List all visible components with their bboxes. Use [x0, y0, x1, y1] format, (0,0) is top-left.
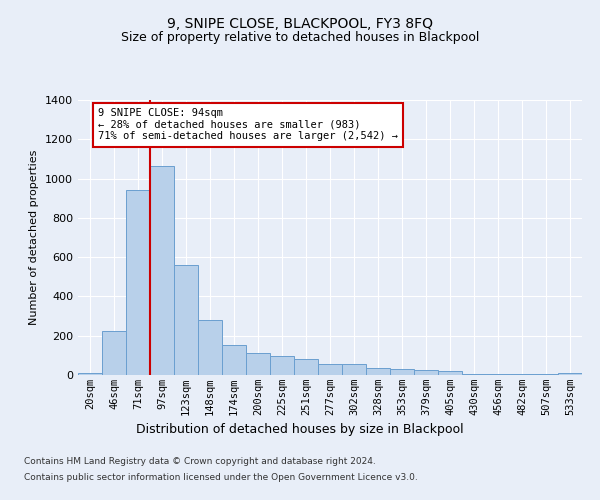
Text: 9 SNIPE CLOSE: 94sqm
← 28% of detached houses are smaller (983)
71% of semi-deta: 9 SNIPE CLOSE: 94sqm ← 28% of detached h… [98, 108, 398, 142]
Text: Distribution of detached houses by size in Blackpool: Distribution of detached houses by size … [136, 422, 464, 436]
Bar [198, 320, 222, 375]
Bar [174, 265, 198, 375]
Bar [318, 364, 342, 375]
Bar [414, 370, 438, 375]
Bar [462, 374, 486, 375]
Bar [126, 190, 150, 375]
Bar [438, 371, 462, 375]
Bar [510, 374, 534, 375]
Bar [222, 344, 246, 375]
Bar [270, 356, 294, 375]
Bar [534, 374, 558, 375]
Bar [486, 374, 510, 375]
Text: Contains public sector information licensed under the Open Government Licence v3: Contains public sector information licen… [24, 472, 418, 482]
Text: 9, SNIPE CLOSE, BLACKPOOL, FY3 8FQ: 9, SNIPE CLOSE, BLACKPOOL, FY3 8FQ [167, 18, 433, 32]
Text: Contains HM Land Registry data © Crown copyright and database right 2024.: Contains HM Land Registry data © Crown c… [24, 458, 376, 466]
Bar [558, 373, 582, 375]
Bar [366, 368, 390, 375]
Bar [342, 364, 366, 375]
Y-axis label: Number of detached properties: Number of detached properties [29, 150, 40, 325]
Bar [294, 360, 318, 375]
Bar [390, 369, 414, 375]
Bar [246, 354, 270, 375]
Bar [102, 331, 126, 375]
Text: Size of property relative to detached houses in Blackpool: Size of property relative to detached ho… [121, 31, 479, 44]
Bar [78, 373, 102, 375]
Bar [150, 166, 174, 375]
